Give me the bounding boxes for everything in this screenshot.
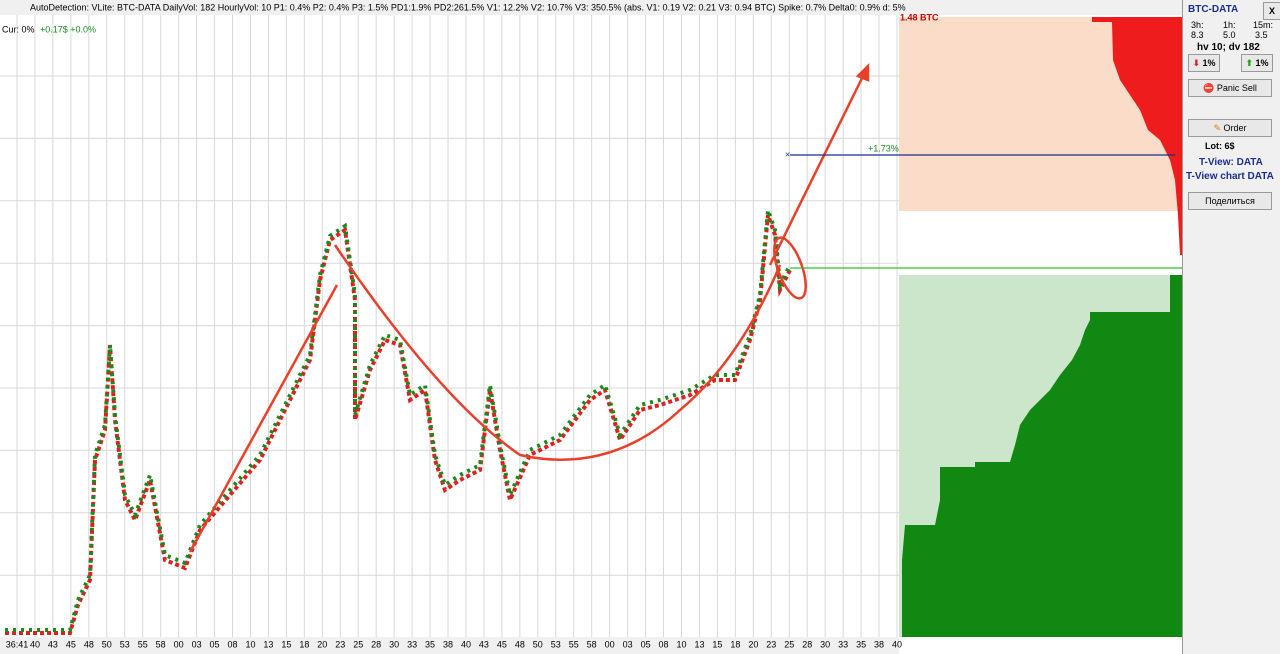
x-tick-label: 55 <box>569 639 579 649</box>
t-view-chart: T-View chart DATA <box>1186 171 1274 182</box>
x-tick-label: 35 <box>425 639 435 649</box>
x-tick-label: 45 <box>66 639 76 649</box>
x-tick-label: 28 <box>371 639 381 649</box>
chart-area: AutoDetection: VLite: BTC-DATA DailyVol:… <box>0 0 1182 654</box>
x-tick-label: 58 <box>587 639 597 649</box>
x-tick-label: 10 <box>676 639 686 649</box>
panic-sell-button[interactable]: ⛔ Panic Sell <box>1188 79 1272 97</box>
x-tick-label: 43 <box>48 639 58 649</box>
stat-value: 5.0 <box>1223 30 1236 40</box>
x-tick-label: 50 <box>102 639 112 649</box>
x-tick-label: 03 <box>623 639 633 649</box>
down-button[interactable]: ⬇ 1% <box>1188 54 1220 72</box>
x-tick-label: 45 <box>497 639 507 649</box>
x-tick-label: 05 <box>210 639 220 649</box>
x-tick-label: 48 <box>84 639 94 649</box>
x-tick-label: 20 <box>748 639 758 649</box>
up-button[interactable]: ⬆ 1% <box>1241 54 1273 72</box>
x-axis-bar <box>0 637 899 654</box>
profit-label: +0.17$ +0.0% <box>40 24 96 34</box>
close-button[interactable]: X <box>1263 2 1280 20</box>
x-tick-label: 58 <box>156 639 166 649</box>
x-tick-label: 15 <box>712 639 722 649</box>
price-trace-up <box>5 209 792 632</box>
x-tick-label: 28 <box>802 639 812 649</box>
target-marker: × <box>785 149 790 159</box>
stat-label: 15m: <box>1253 20 1274 30</box>
x-tick-label: 18 <box>299 639 309 649</box>
x-tick-label: 23 <box>766 639 776 649</box>
x-tick-label: 43 <box>479 639 489 649</box>
x-tick-label: 25 <box>784 639 794 649</box>
x-tick-label: 00 <box>174 639 184 649</box>
hv-dv: hv 10; dv 182 <box>1197 42 1260 53</box>
x-axis: 36:41 40 43 45 48 50 53 55 58 00 03 05 08 10 13 15 18 20 2… <box>6 639 902 649</box>
x-tick-label: 13 <box>694 639 704 649</box>
x-tick-label: 40 <box>461 639 471 649</box>
ask-volume <box>1092 17 1182 255</box>
lot: Lot: 6$ <box>1205 141 1235 151</box>
x-tick-label: 23 <box>335 639 345 649</box>
x-tick-label: 18 <box>730 639 740 649</box>
x-tick-label: 08 <box>228 639 238 649</box>
side-panel: BTC-DATA X 3h: 8.3 1h: 5.0 15m: 3.5 hv 1… <box>1182 0 1280 654</box>
cur-label: Cur: 0% <box>2 24 35 34</box>
x-tick-label: 36:41 <box>6 639 29 649</box>
x-tick-label: 38 <box>874 639 884 649</box>
panic-sell-label: Panic Sell <box>1216 83 1257 93</box>
symbol: BTC-DATA <box>1188 4 1239 15</box>
header-bar <box>0 0 1182 15</box>
x-tick-label: 08 <box>659 639 669 649</box>
x-tick-label: 55 <box>138 639 148 649</box>
stat-value: 3.5 <box>1255 30 1268 40</box>
down-percent: 1% <box>1202 58 1216 68</box>
x-tick-label: 38 <box>443 639 453 649</box>
stat-label: 1h: <box>1223 20 1236 30</box>
x-tick-label: 33 <box>838 639 848 649</box>
stat-label: 3h: <box>1191 20 1204 30</box>
share-button[interactable]: Поделиться <box>1188 192 1272 210</box>
ask-volume-label: 1.48 BTC <box>900 12 939 22</box>
x-tick-label: 30 <box>820 639 830 649</box>
x-tick-label: 40 <box>892 639 902 649</box>
t-view: T-View: DATA <box>1199 157 1263 168</box>
x-tick-label: 20 <box>317 639 327 649</box>
x-tick-label: 48 <box>515 639 525 649</box>
order-label: Order <box>1223 123 1247 133</box>
stat-value: 8.3 <box>1191 30 1204 40</box>
target-percent: +1.73% <box>868 143 899 153</box>
x-tick-label: 15 <box>281 639 291 649</box>
price-trace-down <box>5 214 792 635</box>
up-percent: 1% <box>1255 58 1269 68</box>
x-tick-label: 35 <box>856 639 866 649</box>
x-tick-label: 13 <box>263 639 273 649</box>
x-tick-label: 25 <box>353 639 363 649</box>
x-tick-label: 10 <box>245 639 255 649</box>
x-tick-label: 40 <box>30 639 40 649</box>
x-tick-label: 50 <box>533 639 543 649</box>
x-tick-label: 05 <box>641 639 651 649</box>
x-tick-label: 03 <box>192 639 202 649</box>
x-tick-label: 30 <box>389 639 399 649</box>
header-stats: AutoDetection: VLite: BTC-DATA DailyVol:… <box>30 2 906 12</box>
x-tick-label: 33 <box>407 639 417 649</box>
x-tick-label: 00 <box>605 639 615 649</box>
x-tick-label: 53 <box>120 639 130 649</box>
x-tick-label: 53 <box>551 639 561 649</box>
hand-drawn-annotations <box>188 62 870 553</box>
bid-volume <box>902 275 1182 637</box>
order-button[interactable]: ✎ Order <box>1188 119 1272 137</box>
